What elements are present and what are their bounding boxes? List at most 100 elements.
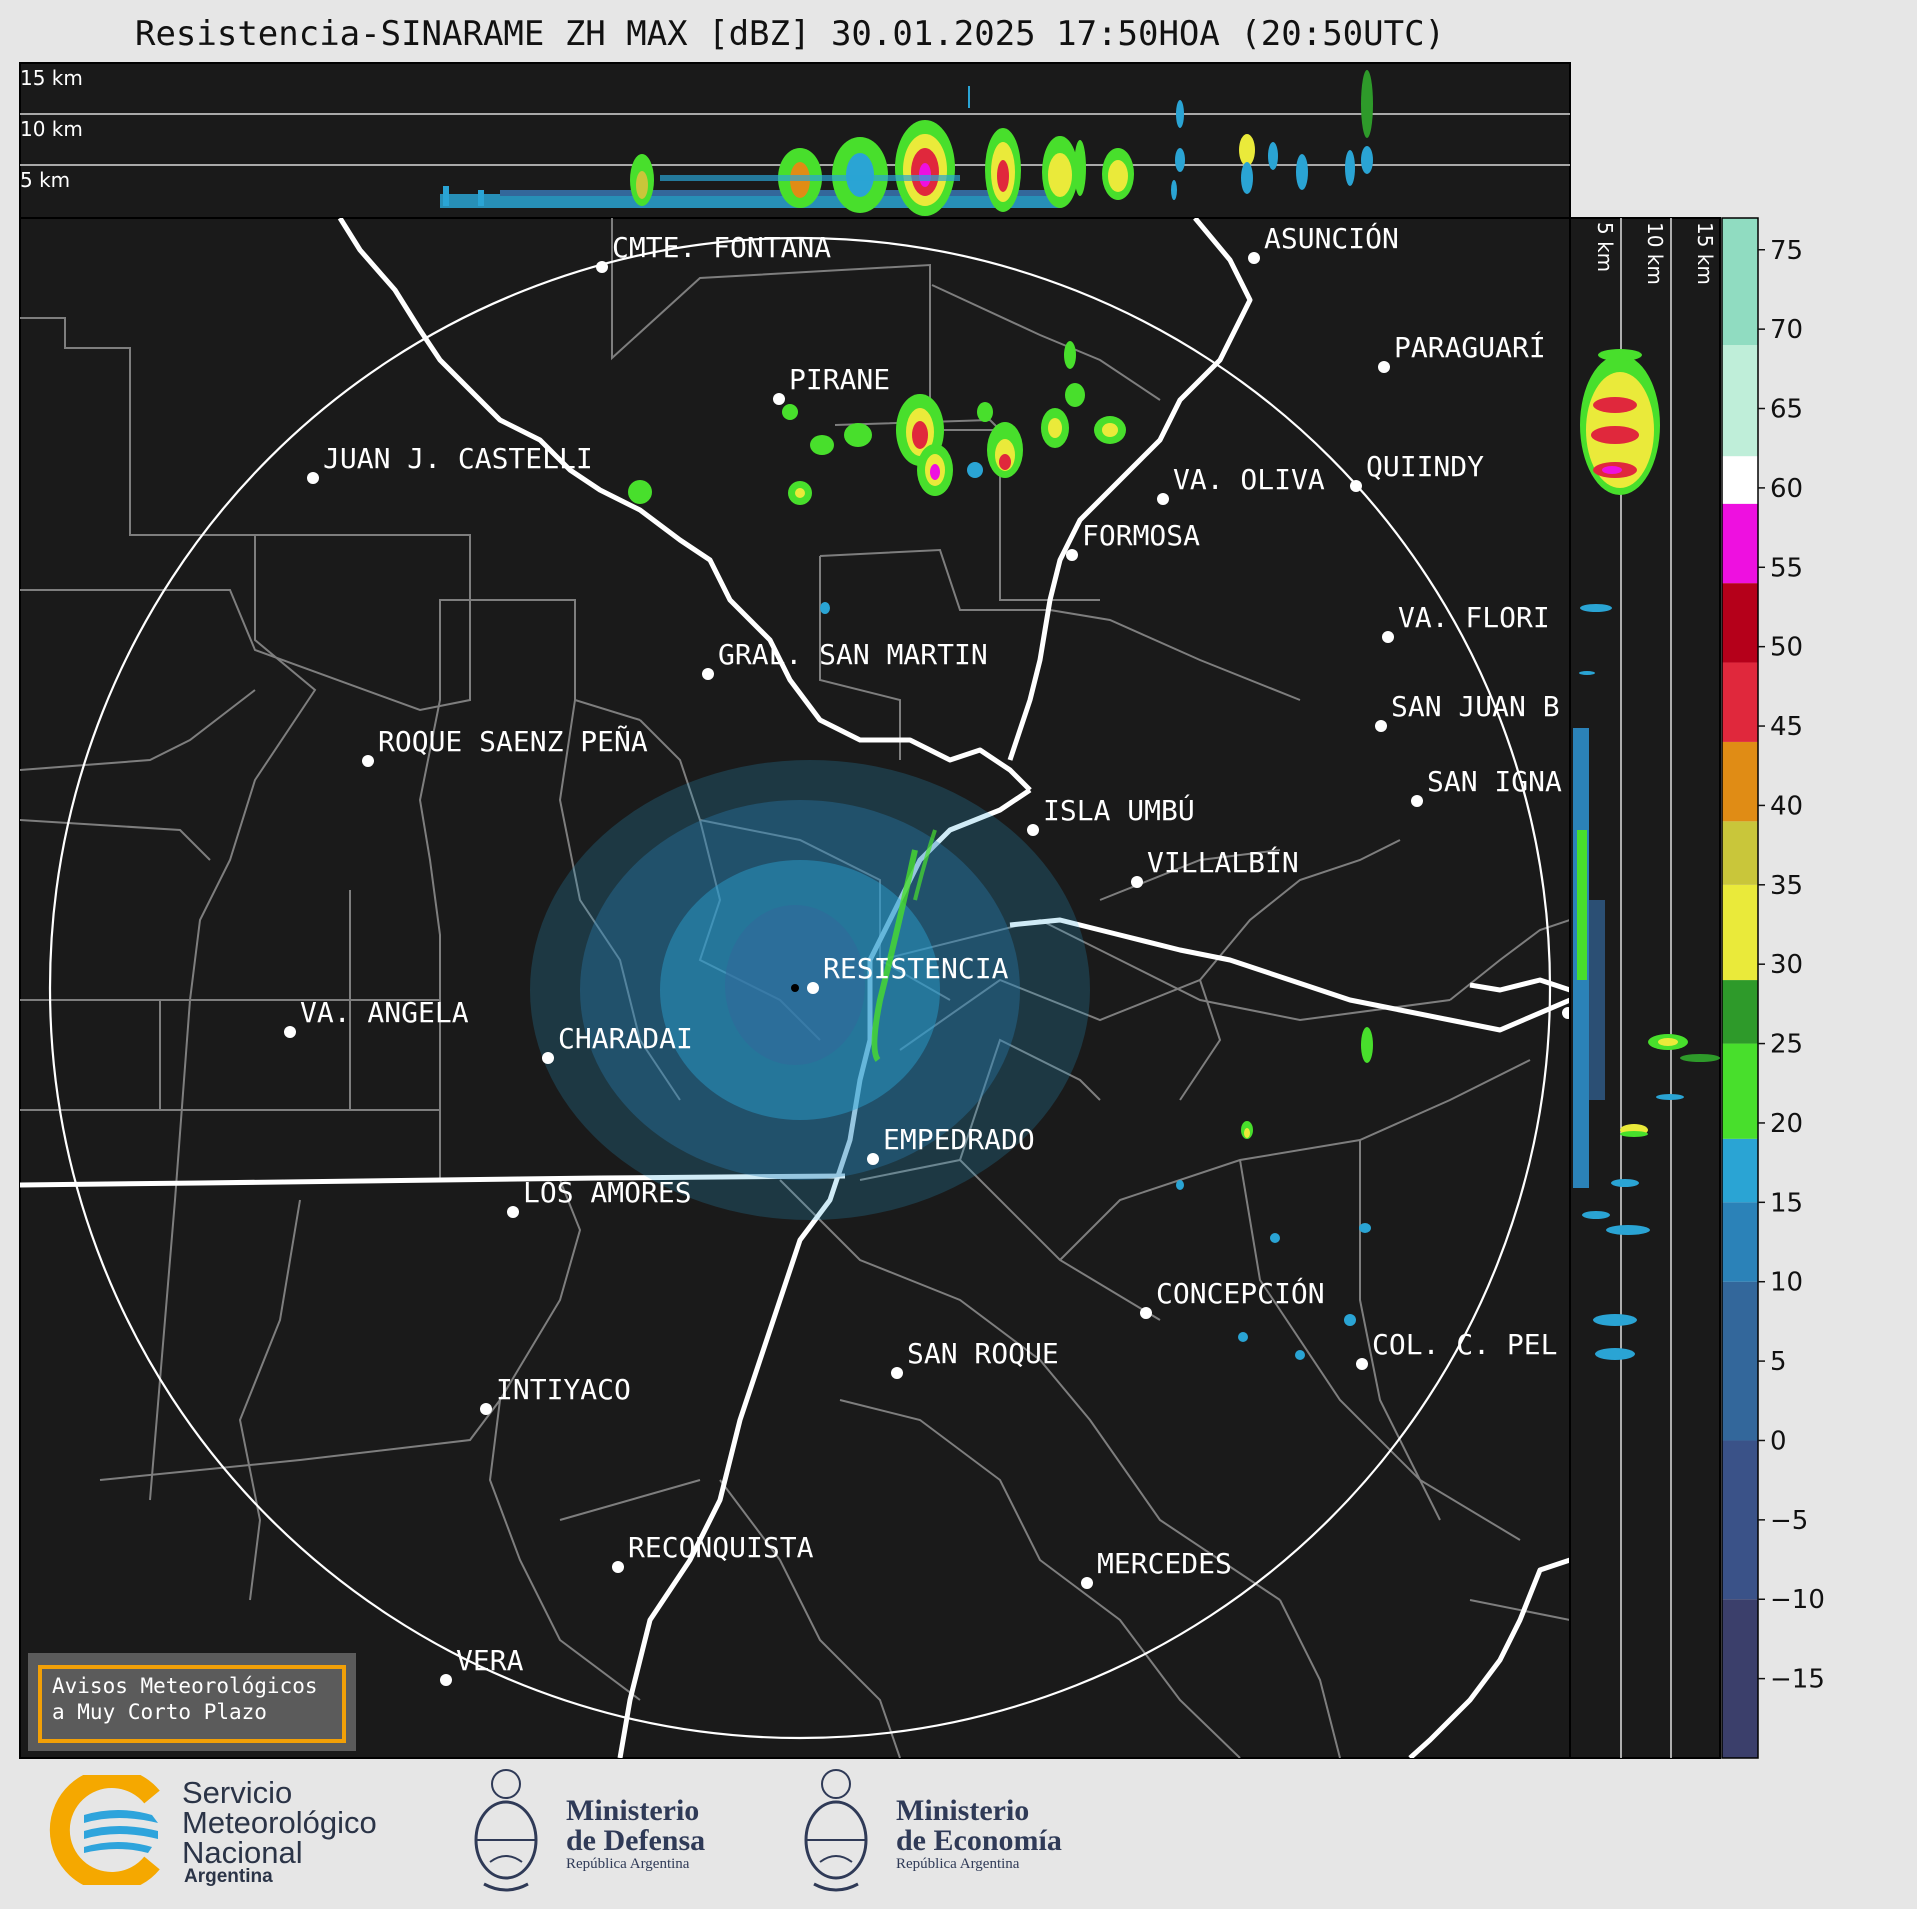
- top-echo-profile: [440, 70, 1373, 216]
- city-label: MERCEDES: [1097, 1547, 1232, 1580]
- economia-shield-icon: [804, 1769, 868, 1892]
- city-dot: [1350, 480, 1362, 492]
- city-dot: [807, 982, 819, 994]
- city-label: COL. C. PEL: [1372, 1328, 1557, 1361]
- city-label: JUAN J. CASTELLI: [323, 442, 593, 475]
- city-dot: [480, 1403, 492, 1415]
- colorbar-band: [1722, 218, 1758, 346]
- colorbar-band: [1722, 345, 1758, 457]
- city-dot: [284, 1026, 296, 1038]
- smn-line-2: Meteorológico: [182, 1805, 377, 1840]
- notice-line-1: Avisos Meteorológicos: [52, 1674, 318, 1698]
- city-label: PIRANE: [789, 363, 890, 396]
- city-dot: [440, 1674, 452, 1686]
- colorbar-tick-label: 5: [1770, 1347, 1787, 1377]
- notice-line-2: a Muy Corto Plazo: [52, 1700, 267, 1724]
- city-dot: [1375, 720, 1387, 732]
- colorbar-tick-label: 35: [1770, 871, 1803, 901]
- colorbar-bands: [1722, 218, 1758, 1758]
- colorbar-tick-label: 60: [1770, 474, 1803, 504]
- city-dot: [596, 261, 608, 273]
- colorbar-band: [1722, 662, 1758, 742]
- top-label-5km: 5 km: [20, 168, 70, 192]
- colorbar-tick-label: 25: [1770, 1030, 1803, 1060]
- city-label: ISLA UMBÚ: [1043, 793, 1195, 827]
- side-label-10km: 10 km: [1643, 222, 1667, 285]
- colorbar-band: [1722, 1202, 1758, 1282]
- colorbar-band: [1722, 1281, 1758, 1441]
- colorbar-band: [1722, 503, 1758, 584]
- city-label: ROQUE SAENZ PEÑA: [378, 724, 648, 758]
- colorbar-tick-label: −10: [1770, 1585, 1825, 1615]
- economia-line-1: Ministerio: [896, 1794, 1030, 1827]
- smn-sub: Argentina: [184, 1866, 273, 1887]
- economia-line-2: de Economía: [896, 1824, 1062, 1857]
- city-dot: [1411, 795, 1423, 807]
- city-label: RECONQUISTA: [628, 1531, 814, 1564]
- city-dot: [867, 1153, 879, 1165]
- city-label: INTIYACO: [496, 1373, 631, 1406]
- smn-logo-text: Servicio Meteorológico Nacional: [182, 1775, 377, 1868]
- city-dot: [362, 755, 374, 767]
- economia-logo-text: Ministerio de Economía República Argenti…: [896, 1796, 1062, 1873]
- colorbar-tick-label: −15: [1770, 1665, 1825, 1695]
- city-dot: [1562, 1007, 1570, 1019]
- colorbar-tick-label: 50: [1770, 633, 1803, 663]
- colorbar-band: [1722, 741, 1758, 822]
- colorbar-band: [1722, 884, 1758, 981]
- colorbar-tick-label: 45: [1770, 712, 1803, 742]
- side-label-5km: 5 km: [1593, 222, 1617, 272]
- city-label: ASUNCIÓN: [1264, 221, 1399, 255]
- side-label-15km: 15 km: [1693, 222, 1717, 285]
- borders: [20, 218, 1570, 1758]
- city-label: QUIINDY: [1366, 450, 1484, 483]
- top-height-panel: 15 km 10 km 5 km: [19, 62, 1571, 219]
- colorbar-band: [1722, 1599, 1758, 1758]
- city-label: VA. FLORI: [1398, 601, 1550, 634]
- city-dot: [1356, 1358, 1368, 1370]
- city-label: PARAGUARÍ: [1394, 330, 1546, 364]
- city-label: VA. OLIVA: [1173, 463, 1325, 496]
- map-title: Resistencia-SINARAME ZH MAX [dBZ] 30.01.…: [134, 14, 1446, 54]
- city-dot: [773, 393, 785, 405]
- notice-button[interactable]: Avisos Meteorológicos a Muy Corto Plazo: [38, 1665, 346, 1743]
- city-dot: [1131, 876, 1143, 888]
- city-label: LOS AMORES: [523, 1176, 692, 1209]
- map-panel[interactable]: CMTE. FONTANA ASUNCIÓN PARAGUARÍ PIRANE JUAN…: [19, 217, 1612, 1759]
- city-label: SAN JUAN B: [1391, 690, 1560, 723]
- colorbar-tick-label: −5: [1770, 1506, 1808, 1536]
- colorbar-band: [1722, 1138, 1758, 1203]
- city-label: RESISTENCIA: [823, 952, 1009, 985]
- colorbar-band: [1722, 1440, 1758, 1600]
- city-dot: [1140, 1307, 1152, 1319]
- city-label: GRAL. SAN MARTIN: [718, 638, 988, 671]
- top-label-10km: 10 km: [20, 117, 83, 141]
- city-dot: [612, 1561, 624, 1573]
- side-height-panel: 5 km 10 km 15 km: [1569, 217, 1721, 1759]
- colorbar-tick-label: 0: [1770, 1426, 1787, 1456]
- colorbar-band: [1722, 456, 1758, 504]
- city-dot: [542, 1052, 554, 1064]
- city-label: VILLALBÍN: [1147, 845, 1299, 879]
- defensa-line-2: de Defensa: [566, 1824, 706, 1857]
- city-dot: [1027, 824, 1039, 836]
- colorbar-tick-label: 75: [1770, 236, 1803, 266]
- economia-sub: República Argentina: [896, 1856, 1020, 1872]
- city-dot: [1248, 252, 1260, 264]
- city-dot: [1382, 631, 1394, 643]
- city-label: CONCEPCIÓN: [1156, 1276, 1325, 1310]
- colorbar-band: [1722, 980, 1758, 1044]
- city-dot: [1081, 1577, 1093, 1589]
- radar-echoes: [530, 341, 1373, 1360]
- city-dot: [891, 1367, 903, 1379]
- notice-panel[interactable]: Avisos Meteorológicos a Muy Corto Plazo: [28, 1653, 356, 1751]
- city-label: SAN IGNA: [1427, 765, 1562, 798]
- smn-line-1: Servicio: [182, 1775, 293, 1810]
- city-label: CHARADAI: [558, 1022, 693, 1055]
- city-dot: [1066, 549, 1078, 561]
- city-label: VA. ANGELA: [300, 996, 469, 1029]
- city-label: FORMOSA: [1082, 519, 1200, 552]
- colorbar-tick-label: 30: [1770, 950, 1803, 980]
